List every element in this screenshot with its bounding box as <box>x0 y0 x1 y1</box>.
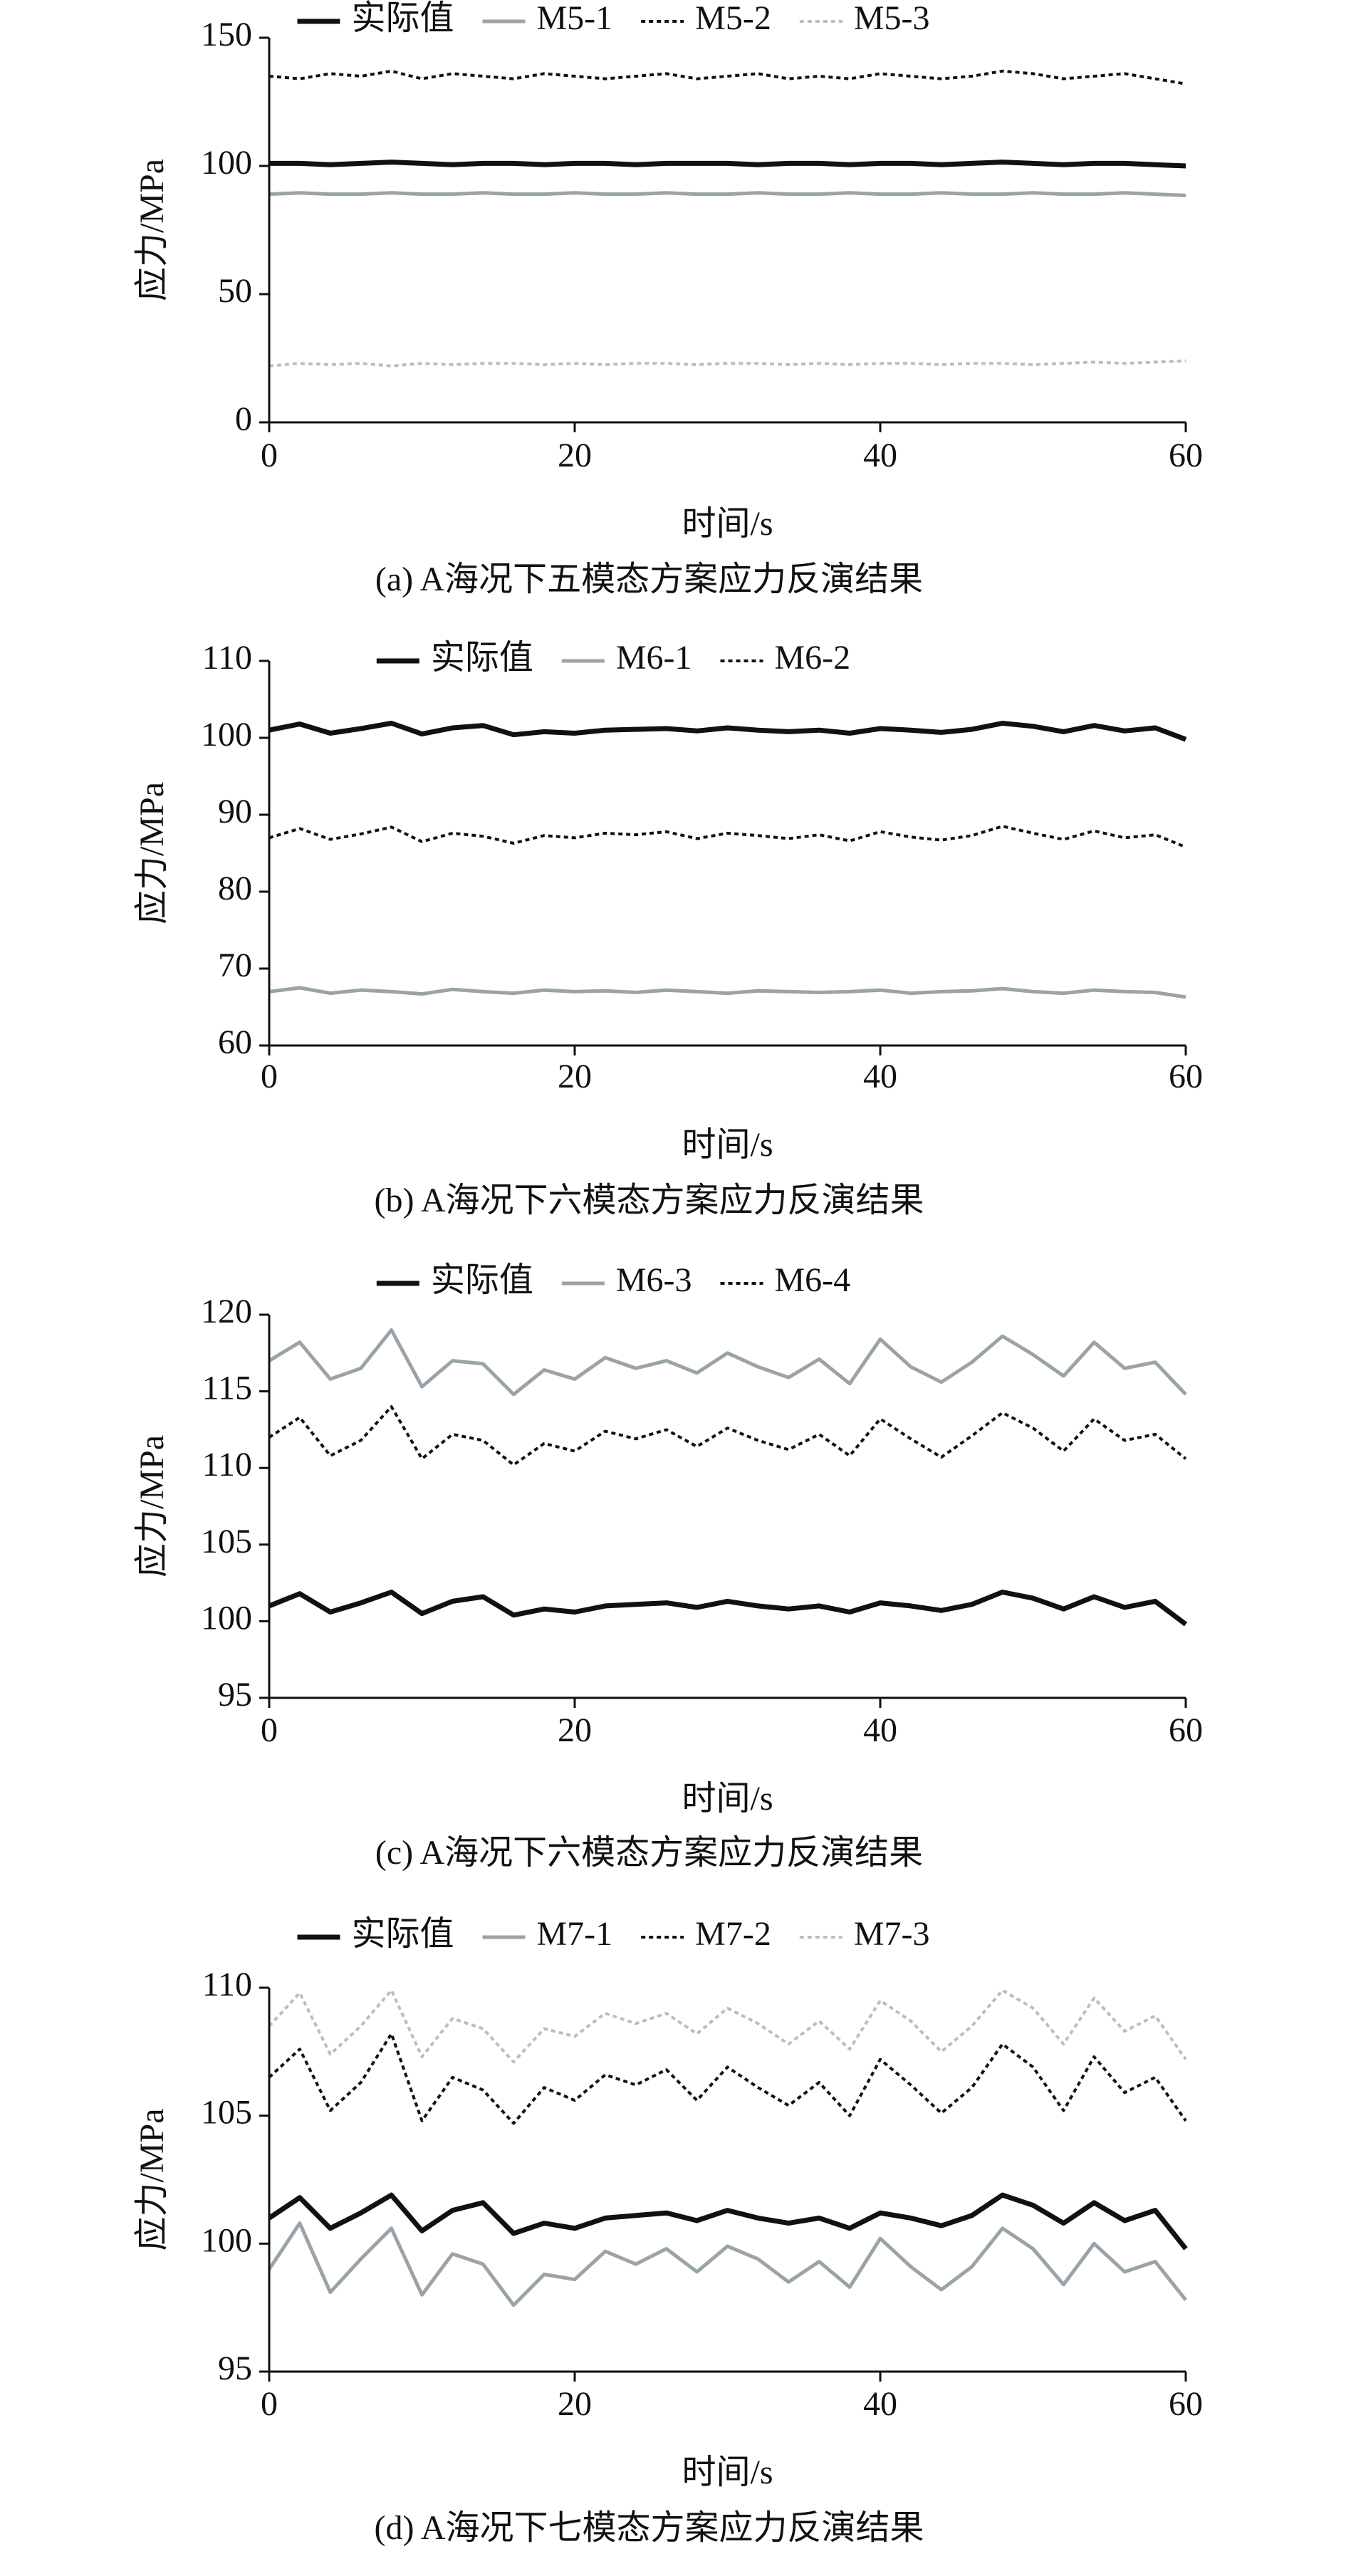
x-axis-label: 时间/s <box>682 2454 773 2491</box>
y-tick-label: 110 <box>202 639 252 677</box>
x-axis-label: 时间/s <box>682 1126 773 1164</box>
series-line <box>268 1405 1187 1466</box>
legend-label: 实际值 <box>431 639 533 677</box>
y-tick-label: 100 <box>201 1599 252 1637</box>
x-tick-label: 20 <box>558 1058 592 1095</box>
y-tick-label: 0 <box>235 400 252 438</box>
legend-label: 实际值 <box>431 1261 533 1299</box>
legend-label: M6-3 <box>616 1261 692 1299</box>
y-tick-label: 80 <box>218 870 252 907</box>
series-line <box>268 359 1186 367</box>
x-tick-label: 60 <box>1169 437 1203 474</box>
x-tick-label: 20 <box>558 437 592 474</box>
y-tick-label: 100 <box>201 716 252 753</box>
legend-label: M5-3 <box>854 0 930 37</box>
x-tick-label: 60 <box>1169 2385 1203 2423</box>
y-tick-label: 90 <box>218 793 252 830</box>
y-tick-label: 95 <box>218 1676 252 1714</box>
legend-label: 实际值 <box>351 0 454 37</box>
caption: (d) A海况下七模态方案应力反演结果 <box>375 2509 924 2547</box>
series-line <box>268 721 1187 742</box>
y-axis-label: 应力/MPa <box>133 782 171 924</box>
y-tick-label: 100 <box>201 144 252 182</box>
y-tick-label: 115 <box>202 1370 252 1407</box>
x-tick-label: 60 <box>1169 1058 1203 1095</box>
y-tick-label: 110 <box>202 1446 252 1483</box>
series-line <box>269 160 1186 169</box>
y-tick-label: 100 <box>201 2221 252 2259</box>
x-tick-label: 20 <box>558 2385 592 2423</box>
x-tick-label: 40 <box>863 2385 897 2423</box>
series-line <box>268 986 1186 999</box>
y-tick-label: 95 <box>218 2350 252 2387</box>
caption: (b) A海况下六模态方案应力反演结果 <box>375 1182 924 1219</box>
y-tick-label: 105 <box>201 2094 252 2132</box>
legend-label: M6-2 <box>775 639 851 677</box>
y-axis-label: 应力/MPa <box>133 2108 171 2251</box>
series-line <box>268 825 1186 849</box>
x-tick-label: 0 <box>261 1058 278 1095</box>
y-axis-label: 应力/MPa <box>133 1435 171 1578</box>
caption: (c) A海况下六模态方案应力反演结果 <box>375 1834 923 1872</box>
y-tick-label: 60 <box>218 1023 252 1061</box>
y-tick-label: 70 <box>218 947 252 984</box>
x-tick-label: 40 <box>863 1711 897 1749</box>
series-line <box>268 191 1186 197</box>
x-tick-label: 0 <box>261 2385 278 2423</box>
series-line <box>268 1988 1187 2064</box>
legend-label: M5-2 <box>695 0 771 37</box>
x-axis-label: 时间/s <box>682 1780 773 1818</box>
x-tick-label: 0 <box>261 1711 278 1749</box>
x-tick-label: 40 <box>863 437 897 474</box>
legend-label: M7-1 <box>537 1915 613 1953</box>
series-line <box>268 69 1186 85</box>
x-tick-label: 0 <box>261 437 278 474</box>
series-line <box>268 1590 1188 1627</box>
legend-label: M7-3 <box>854 1915 930 1953</box>
x-tick-label: 20 <box>558 1711 592 1749</box>
legend-label: 实际值 <box>351 1915 454 1953</box>
legend-label: M7-2 <box>695 1915 771 1953</box>
caption: (a) A海况下五模态方案应力反演结果 <box>375 560 923 598</box>
x-axis-label: 时间/s <box>682 505 773 543</box>
y-tick-label: 110 <box>202 1966 252 2003</box>
y-tick-label: 120 <box>201 1293 252 1330</box>
series-line <box>268 2192 1188 2251</box>
legend-label: M5-1 <box>537 0 613 37</box>
x-tick-label: 40 <box>863 1058 897 1095</box>
series-line <box>268 1328 1187 1397</box>
y-axis-label: 应力/MPa <box>133 159 171 301</box>
y-tick-label: 105 <box>201 1523 252 1560</box>
series-line <box>268 2032 1187 2125</box>
y-tick-label: 150 <box>201 16 252 53</box>
x-tick-label: 60 <box>1169 1711 1203 1749</box>
y-tick-label: 50 <box>218 272 252 310</box>
legend-label: M6-1 <box>616 639 692 677</box>
legend-label: M6-4 <box>775 1261 851 1299</box>
series-line <box>267 2221 1187 2308</box>
